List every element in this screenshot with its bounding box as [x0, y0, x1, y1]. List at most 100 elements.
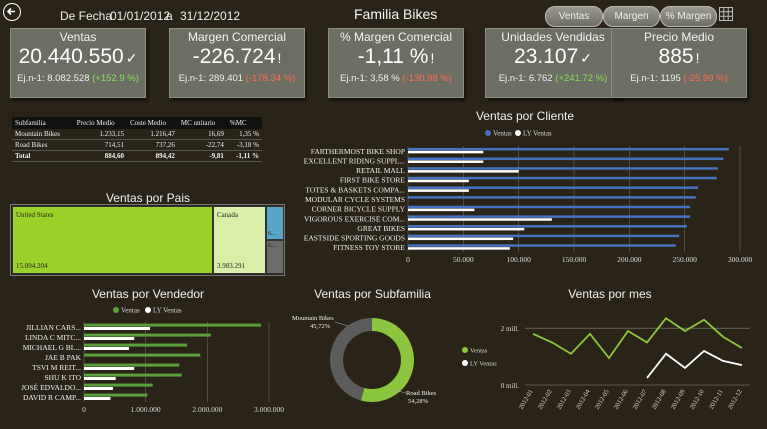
kpi-card[interactable]: Unidades Vendidas 23.107 ✓ Ej.n-1: 6.762 (+… — [485, 28, 621, 98]
pct-margen-button[interactable]: % Margen — [660, 6, 717, 27]
x-tick-label: 100.000 — [506, 255, 531, 264]
bar[interactable] — [408, 160, 484, 163]
bar[interactable] — [408, 167, 718, 170]
date-to-value[interactable]: 31/12/2012 — [180, 9, 241, 23]
kpi-value: 23.107 ✓ — [486, 45, 620, 70]
x-tick-label: 2012-12 — [727, 389, 744, 411]
category-label: JAE B PAK — [45, 353, 82, 362]
kpi-previous-value: Ej.n-1: 3,58 % — [340, 73, 400, 84]
treemap-cell-us[interactable]: United States 15.094.204 — [12, 206, 213, 274]
table-cell: -1,11 % — [226, 150, 262, 162]
legend-marker — [485, 130, 491, 136]
x-tick-label: 2012-05 — [594, 389, 611, 411]
bar[interactable] — [408, 189, 469, 192]
bar[interactable] — [84, 383, 153, 387]
treemap-cell-label: Canada — [217, 211, 238, 219]
table-row[interactable]: Total 884,60 894,42 -9,81 -1,11 % — [12, 150, 262, 162]
line-series[interactable] — [532, 317, 743, 360]
kpi-card[interactable]: Precio Medio 885! Ej.n-1: 1195 (-25.99 %) — [611, 28, 747, 98]
category-label: JILLIAN CARS... — [26, 323, 81, 332]
bar[interactable] — [84, 337, 135, 340]
legend-label: LY Ventas — [523, 130, 552, 138]
treemap-cell-other-1[interactable]: 6... — [266, 206, 284, 240]
kpi-card[interactable]: Ventas 20.440.550 ✓ Ej.n-1: 8.082.528 (+152… — [10, 28, 146, 98]
bar[interactable] — [408, 247, 510, 250]
bar[interactable] — [84, 347, 129, 350]
kpi-value: -1,11 %! — [329, 45, 463, 70]
bar[interactable] — [84, 373, 182, 377]
table-cell: Road Bikes — [12, 139, 74, 151]
x-tick-label: 2012-07 — [632, 388, 649, 411]
table-cell: 16,69 — [177, 129, 227, 140]
x-tick-label: 2012-03 — [556, 389, 573, 411]
ventas-pais-treemap: United States 15.094.204 Canada 3.983.29… — [10, 204, 285, 276]
table-row[interactable]: Road Bikes 714,51 737,26 -22,74 -3,18 % — [12, 139, 262, 151]
bar[interactable] — [408, 208, 475, 212]
bar[interactable] — [84, 333, 211, 337]
ventas-cliente-chart: Ventas LY Ventas 0 50.000 100.000 150.000 200.… — [304, 130, 753, 265]
category-label: CORNER BICYCLE SUPPLY — [312, 205, 406, 214]
kpi-delta: (+152.9 %) — [92, 73, 139, 84]
table-view-button[interactable] — [719, 7, 733, 21]
category-label: LINDA C MITC... — [25, 333, 81, 342]
table-cell: -3,18 % — [226, 139, 262, 151]
kpi-delta: (-25.99 %) — [683, 73, 728, 84]
table-cell: 1.233,15 — [73, 129, 127, 140]
bar[interactable] — [408, 237, 514, 241]
bar[interactable] — [408, 170, 519, 173]
bar[interactable] — [84, 387, 114, 390]
treemap-cell-canada[interactable]: Canada 3.983.291 — [213, 206, 266, 274]
kpi-value-text: 20.440.550 — [18, 45, 124, 68]
bar[interactable] — [408, 179, 469, 183]
category-label: MICHAEL G BL... — [23, 343, 81, 352]
bar[interactable] — [408, 225, 687, 228]
table-header: Subfamilia — [12, 117, 74, 129]
bar[interactable] — [84, 377, 116, 380]
legend-marker — [462, 360, 468, 366]
bar[interactable] — [84, 367, 135, 370]
date-from-value[interactable]: 01/01/2012 — [110, 9, 171, 23]
bar[interactable] — [408, 244, 676, 247]
bar[interactable] — [408, 150, 484, 154]
pie-slice[interactable] — [360, 318, 414, 402]
back-button[interactable] — [3, 3, 21, 21]
date-to-label: a — [166, 9, 173, 23]
kpi-title: Precio Medio — [643, 30, 715, 44]
kpi-card[interactable]: Margen Comercial -226.724! Ej.n-1: 289.401… — [169, 28, 305, 98]
category-label: EXCELLENT RIDING SUPPL... — [304, 156, 405, 165]
kpi-card[interactable]: % Margen Comercial -1,11 %! Ej.n-1: 3,58 %… — [328, 28, 464, 98]
bar[interactable] — [408, 196, 696, 199]
kpi-previous-value: Ej.n-1: 6.762 — [498, 73, 553, 84]
bar[interactable] — [84, 327, 151, 330]
line-series[interactable] — [646, 349, 743, 379]
bar[interactable] — [408, 147, 729, 151]
treemap-cell-other-2[interactable]: 6... — [266, 240, 284, 274]
bar[interactable] — [84, 397, 111, 400]
bar[interactable] — [408, 176, 717, 180]
bar[interactable] — [408, 186, 698, 189]
bar[interactable] — [408, 218, 552, 221]
bar[interactable] — [84, 393, 148, 397]
category-label: TOTES & BASKETS COMPA... — [305, 185, 405, 194]
ventas-button[interactable]: Ventas — [545, 6, 603, 27]
slice-label: Mountain Bikes — [292, 315, 334, 322]
pie-slice[interactable] — [329, 318, 372, 401]
category-label: SHU K ITO — [44, 373, 81, 382]
bar[interactable] — [84, 363, 180, 367]
y-tick-label: 0 mill. — [501, 382, 520, 390]
chart-title-mes: Ventas por mes — [568, 287, 652, 301]
bar[interactable] — [84, 323, 262, 327]
bar[interactable] — [408, 157, 724, 161]
bar[interactable] — [408, 205, 691, 209]
x-tick-label: 2012-10 — [689, 389, 706, 411]
bar[interactable] — [408, 215, 691, 218]
y-tick-label: 2 mill. — [501, 325, 520, 333]
x-tick-label: 0 — [406, 255, 410, 264]
bar[interactable] — [84, 353, 201, 357]
category-label: DAVID R CAMP... — [23, 393, 81, 402]
bar[interactable] — [408, 227, 525, 231]
table-row[interactable]: Mountain Bikes 1.233,15 1.216,47 16,69 1,35 … — [12, 129, 262, 140]
bar[interactable] — [408, 234, 680, 238]
margen-button[interactable]: Margen — [603, 6, 660, 27]
bar[interactable] — [84, 343, 188, 347]
